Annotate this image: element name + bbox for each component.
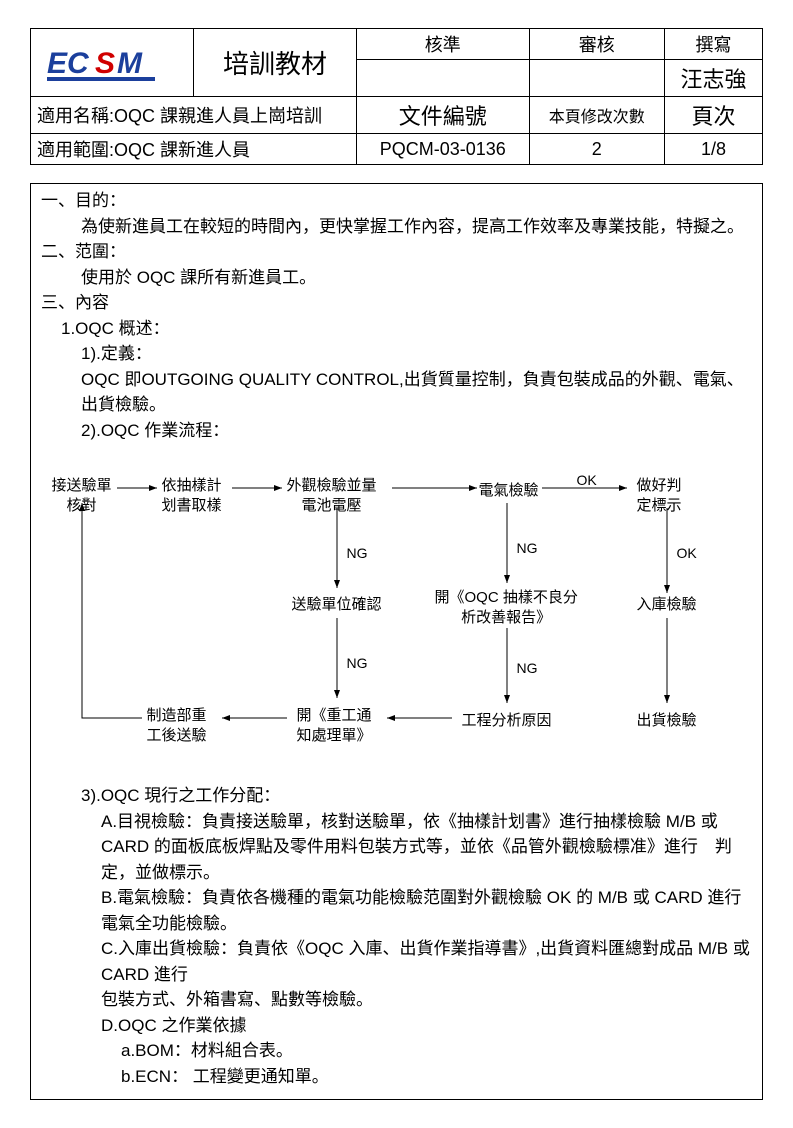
- flow-label-ng3: NG: [347, 653, 368, 674]
- val-writer: 汪志強: [664, 60, 762, 97]
- doc-type-title: 培訓教材: [194, 29, 357, 97]
- s3-3C2: 包裝方式、外箱書寫、點數等檢驗。: [41, 987, 752, 1013]
- sec2-heading: 二、范圍：: [41, 239, 752, 265]
- sec1-text: 為使新進員工在較短的時間內，更快掌握工作內容，提高工作效率及專業技能，特擬之。: [41, 214, 752, 240]
- row2-page: 1/8: [664, 134, 762, 165]
- flow-label-ng2: NG: [517, 538, 538, 559]
- flow-node-judge: 做好判定標示: [637, 476, 682, 515]
- s3-1-1h: 1).定義：: [41, 341, 752, 367]
- flow-node-receive: 接送驗單核對: [52, 476, 112, 515]
- flow-node-visual: 外觀檢驗並量電池電壓: [287, 476, 377, 515]
- flow-label-ng4: NG: [517, 658, 538, 679]
- sec2-text: 使用於 OQC 課所有新進員工。: [41, 265, 752, 291]
- row1-docnum-label: 文件編號: [357, 97, 530, 134]
- flow-label-ok2: OK: [677, 543, 697, 564]
- flow-label-ng1: NG: [347, 543, 368, 564]
- val-review: [529, 60, 664, 97]
- s3-1-2h: 2).OQC 作業流程：: [41, 418, 752, 444]
- flow-node-shipout: 出貨檢驗: [637, 711, 697, 731]
- oqc-flowchart: 接送驗單核對 依抽樣計划書取樣 外觀檢驗並量電池電壓 電氣檢驗 做好判定標示 送…: [47, 458, 747, 778]
- flow-node-engineering: 工程分析原因: [462, 711, 552, 731]
- row2-scope-range: 適用範圍:OQC 課新進人員: [31, 134, 357, 165]
- s3-3Db: b.ECN： 工程變更通知單。: [41, 1064, 752, 1090]
- ecsm-logo: EC S M: [47, 43, 177, 83]
- col-review: 審核: [529, 29, 664, 60]
- val-approve: [357, 60, 530, 97]
- flow-node-rework-notice: 開《重工通知處理單》: [297, 706, 372, 745]
- svg-text:M: M: [117, 47, 143, 80]
- flow-node-confirm: 送驗單位確認: [292, 595, 382, 615]
- logo-cell: EC S M: [31, 29, 194, 97]
- row2-docnum: PQCM-03-0136: [357, 134, 530, 165]
- s3-3B: B.電氣檢驗：負責依各機種的電氣功能檢驗范圍對外觀檢驗 OK 的 M/B 或 C…: [41, 885, 752, 936]
- row2-rev: 2: [529, 134, 664, 165]
- document-header-table: EC S M 培訓教材 核準 審核 撰寫 汪志強 適用名稱:OQC 課親進人員上…: [30, 28, 763, 165]
- flow-label-ok1: OK: [577, 470, 597, 491]
- flow-node-electric: 電氣檢驗: [479, 481, 539, 501]
- col-write: 撰寫: [664, 29, 762, 60]
- flow-node-sample: 依抽樣計划書取樣: [162, 476, 222, 515]
- sec1-heading: 一、目的：: [41, 188, 752, 214]
- row1-page-label: 頁次: [664, 97, 762, 134]
- svg-text:EC: EC: [47, 47, 90, 80]
- s3-3Da: a.BOM：材料組合表。: [41, 1038, 752, 1064]
- s3-1: 1.OQC 概述：: [41, 316, 752, 342]
- col-approve: 核準: [357, 29, 530, 60]
- sec3-heading: 三、內容: [41, 290, 752, 316]
- row1-scope-name: 適用名稱:OQC 課親進人員上崗培訓: [31, 97, 357, 134]
- svg-text:S: S: [95, 47, 115, 80]
- flow-node-report: 開《OQC 抽樣不良分析改善報告》: [435, 588, 578, 627]
- s3-3D: D.OQC 之作業依據: [41, 1013, 752, 1039]
- s3-3A: A.目視檢驗：負責接送驗單，核對送驗單，依《抽樣計划書》進行抽樣檢驗 M/B 或…: [41, 809, 752, 886]
- flow-node-rework: 制造部重工後送驗: [147, 706, 207, 745]
- flow-node-warehouse: 入庫檢驗: [637, 595, 697, 615]
- row1-rev-label: 本頁修改次數: [529, 97, 664, 134]
- s3-3h: 3).OQC 現行之工作分配：: [41, 783, 752, 809]
- content-box: 一、目的： 為使新進員工在較短的時間內，更快掌握工作內容，提高工作效率及專業技能…: [30, 183, 763, 1100]
- s3-1-1t: OQC 即OUTGOING QUALITY CONTROL,出貨質量控制，負責包…: [41, 367, 752, 418]
- s3-3C: C.入庫出貨檢驗：負責依《OQC 入庫、出貨作業指導書》,出貨資料匯總對成品 M…: [41, 936, 752, 987]
